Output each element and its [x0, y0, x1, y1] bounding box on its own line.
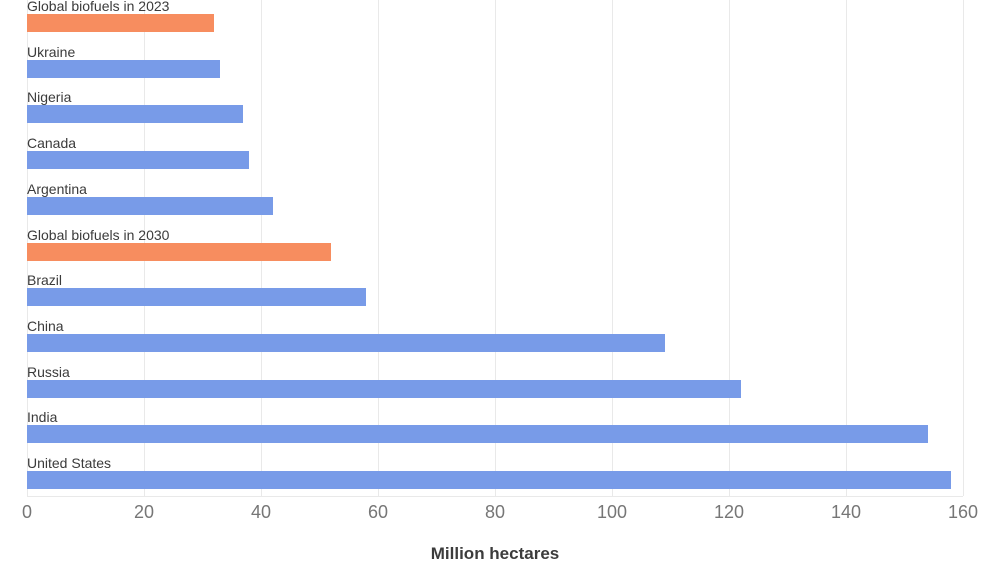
- x-tick-label: 60: [367, 502, 389, 522]
- gridline: [378, 0, 379, 496]
- bar: [27, 242, 332, 261]
- x-axis-title: Million hectares: [430, 544, 560, 562]
- chart-row: Argentina: [27, 180, 963, 229]
- gridline: [963, 0, 964, 496]
- gridline: [495, 0, 496, 496]
- chart-row: Brazil: [27, 272, 963, 320]
- x-tick-label: 100: [596, 502, 628, 522]
- bar: [27, 333, 665, 352]
- chart-row: Russia: [27, 363, 963, 412]
- category-label: India: [27, 409, 58, 426]
- gridline: [612, 0, 613, 496]
- chart-row: Global biofuels in 2030: [27, 226, 963, 275]
- bar: [27, 425, 928, 444]
- x-tick-label: 20: [133, 502, 155, 522]
- category-label: Nigeria: [27, 89, 72, 106]
- bar: [27, 105, 244, 124]
- chart-row: Global biofuels in 2023: [27, 0, 963, 46]
- gridline: [729, 0, 730, 496]
- category-label: Global biofuels in 2023: [27, 0, 170, 14]
- bar: [27, 288, 367, 307]
- chart-row: Canada: [27, 135, 963, 183]
- chart-row: China: [27, 317, 963, 366]
- plot-area: Global biofuels in 2023 Ukraine Nigeria Can…: [27, 0, 964, 497]
- category-label: Canada: [27, 135, 77, 152]
- bar-rows: Global biofuels in 2023 Ukraine Nigeria Can…: [27, 0, 963, 497]
- chart-row: Ukraine: [27, 43, 963, 92]
- x-axis: 0 20 40 60 80 100 120 140 160: [22, 501, 978, 525]
- category-label: Russia: [27, 363, 70, 380]
- bar: [27, 471, 952, 489]
- bar: [27, 196, 273, 215]
- chart-row: United States: [27, 455, 963, 503]
- category-label: China: [27, 317, 64, 334]
- gridline: [846, 0, 847, 496]
- bar: [27, 379, 741, 398]
- category-label: United States: [27, 455, 112, 471]
- bar: [27, 14, 215, 32]
- x-tick-label: 0: [21, 502, 33, 522]
- chart-row: India: [27, 409, 963, 457]
- category-label: Ukraine: [27, 43, 76, 60]
- x-tick-label: 160: [947, 502, 979, 522]
- x-tick-label: 120: [713, 502, 745, 522]
- bar: [27, 59, 221, 78]
- chart-row: Nigeria: [27, 89, 963, 137]
- bar: [27, 151, 250, 170]
- category-label: Brazil: [27, 272, 63, 289]
- x-tick-label: 40: [250, 502, 272, 522]
- x-tick-label: 80: [484, 502, 506, 522]
- category-label: Argentina: [27, 180, 87, 197]
- category-label: Global biofuels in 2030: [27, 226, 170, 243]
- x-tick-label: 140: [830, 502, 862, 522]
